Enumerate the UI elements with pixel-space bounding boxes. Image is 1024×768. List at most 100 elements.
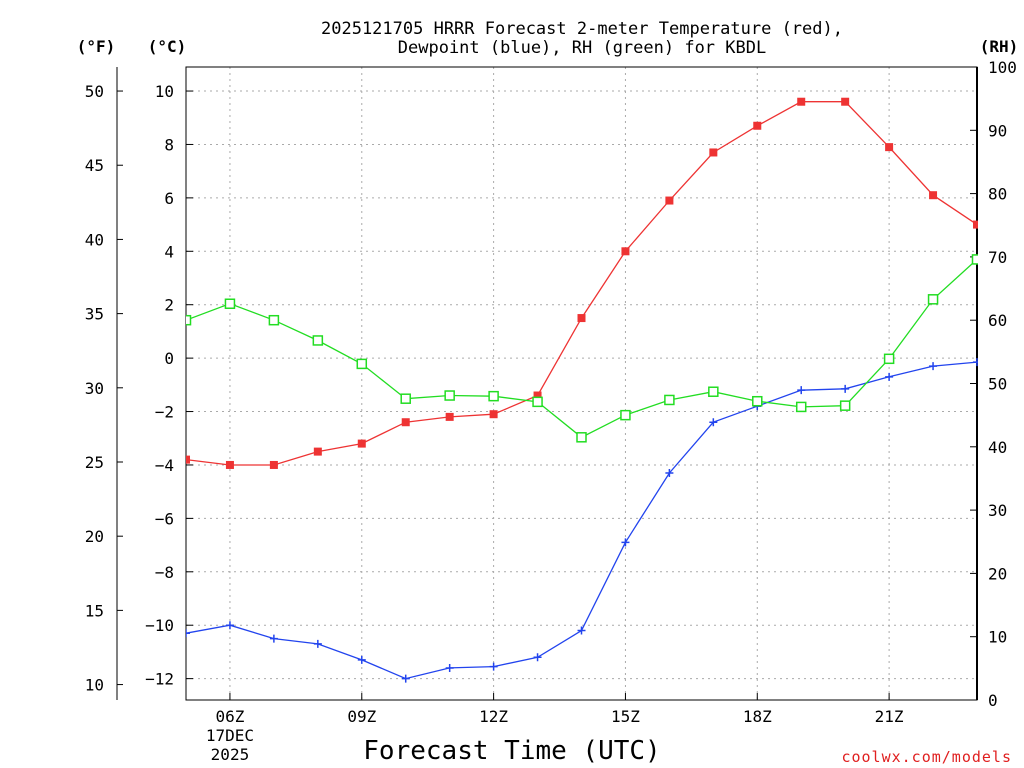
dewpoint-point <box>269 634 278 643</box>
x-tick-label: 18Z <box>743 707 772 726</box>
dewpoint-point <box>665 468 674 477</box>
fahrenheit-tick-label: 35 <box>85 305 104 324</box>
temperature-point <box>841 97 850 106</box>
dewpoint-series <box>186 358 978 683</box>
fahrenheit-tick-label: 40 <box>85 230 104 249</box>
celsius-tick-label: −8 <box>155 563 174 582</box>
temperature-point <box>753 121 762 130</box>
temperature-point <box>577 314 586 323</box>
chart-title: 2025121705 HRRR Forecast 2-meter Tempera… <box>321 19 843 39</box>
temperature-point <box>797 97 806 106</box>
x-tick-label: 15Z <box>611 707 640 726</box>
dewpoint-point <box>709 418 718 427</box>
x-axis-title: Forecast Time (UTC) <box>363 736 660 766</box>
dewpoint-point <box>885 372 894 381</box>
fahrenheit-tick-label: 25 <box>85 453 104 472</box>
x-tick-label: 06Z <box>215 707 244 726</box>
rh-point <box>927 294 939 305</box>
dewpoint-point <box>186 629 190 638</box>
temperature-point <box>401 418 410 427</box>
dewpoint-point <box>445 663 454 672</box>
dewpoint-point <box>621 538 630 547</box>
celsius-tick-label: 0 <box>164 349 174 368</box>
dewpoint-point <box>401 674 410 683</box>
rh-point <box>312 335 324 346</box>
rh-tick-label: 100 <box>988 58 1017 77</box>
dewpoint-point <box>797 386 806 395</box>
rh-tick-label: 50 <box>988 375 1007 394</box>
temperature-point <box>621 247 630 256</box>
rh-tick-label: 40 <box>988 438 1007 457</box>
celsius-tick-label: −4 <box>155 456 174 475</box>
rh-point <box>532 396 543 408</box>
rh-point <box>664 394 675 406</box>
rh-point <box>576 432 587 443</box>
fahrenheit-tick-label: 30 <box>85 379 104 398</box>
x-tick-label: 12Z <box>479 707 508 726</box>
temperature-point <box>357 439 366 448</box>
celsius-tick-label: 6 <box>164 189 174 208</box>
rh-point <box>444 390 455 401</box>
temperature-point <box>445 412 454 421</box>
rh-tick-label: 10 <box>988 628 1007 647</box>
rh-point <box>224 298 236 309</box>
celsius-tick-label: 8 <box>164 135 174 154</box>
dewpoint-point <box>313 639 322 648</box>
temperature-point <box>533 391 542 400</box>
credit-label: coolwx.com/models <box>841 748 1012 766</box>
dewpoint-point <box>225 621 234 630</box>
rh-tick-label: 60 <box>988 311 1007 330</box>
rh-point <box>839 400 851 411</box>
rh-tick-label: 0 <box>988 691 998 710</box>
rh-point <box>620 409 631 421</box>
temperature-point <box>313 447 322 456</box>
rh-point <box>400 393 411 404</box>
fahrenheit-tick-label: 45 <box>85 156 104 175</box>
rh-point <box>488 390 499 402</box>
dewpoint-point <box>489 662 498 671</box>
temperature-point <box>885 143 894 152</box>
x-tick-year-label: 2025 <box>211 745 250 764</box>
fahrenheit-tick-label: 10 <box>85 676 104 695</box>
temperature-line <box>186 101 978 466</box>
rh-point <box>971 254 978 265</box>
temperature-point <box>973 220 978 229</box>
dewpoint-point <box>841 384 850 393</box>
chart-subtitle: Dewpoint (blue), RH (green) for KBDL <box>398 38 766 58</box>
rh-tick-label: 20 <box>988 564 1007 583</box>
rh-unit-label: (RH) <box>980 37 1019 56</box>
dewpoint-point <box>929 362 938 371</box>
celsius-tick-label: −2 <box>155 403 174 422</box>
dewpoint-point <box>973 358 978 367</box>
temperature-point <box>225 460 234 469</box>
celsius-unit-label: (°C) <box>148 37 187 56</box>
rh-tick-label: 80 <box>988 185 1007 204</box>
rh-point <box>883 353 895 365</box>
fahrenheit-tick-label: 15 <box>85 601 104 620</box>
fahrenheit-tick-label: 50 <box>85 82 104 101</box>
tick-labels: 1086420−2−4−6−8−10−125045403530252015101… <box>85 58 1017 764</box>
rh-point <box>356 358 368 370</box>
temperature-point <box>186 455 190 464</box>
rh-line <box>186 258 978 439</box>
rh-point <box>708 386 719 397</box>
rh-point <box>186 314 192 326</box>
temperature-point <box>709 148 718 157</box>
celsius-tick-label: 4 <box>164 242 174 261</box>
axes <box>116 66 978 701</box>
fahrenheit-unit-label: (°F) <box>77 37 116 56</box>
temperature-point <box>489 410 498 419</box>
fahrenheit-tick-label: 20 <box>85 527 104 546</box>
celsius-tick-label: −10 <box>145 616 174 635</box>
rh-tick-label: 30 <box>988 501 1007 520</box>
temperature-point <box>929 191 938 200</box>
x-tick-date-label: 17DEC <box>206 726 254 745</box>
celsius-tick-label: 2 <box>164 296 174 315</box>
dewpoint-point <box>577 626 586 635</box>
celsius-tick-label: 10 <box>155 82 174 101</box>
temperature-point <box>269 460 278 469</box>
dewpoint-point <box>357 655 366 664</box>
rh-series <box>186 254 978 443</box>
